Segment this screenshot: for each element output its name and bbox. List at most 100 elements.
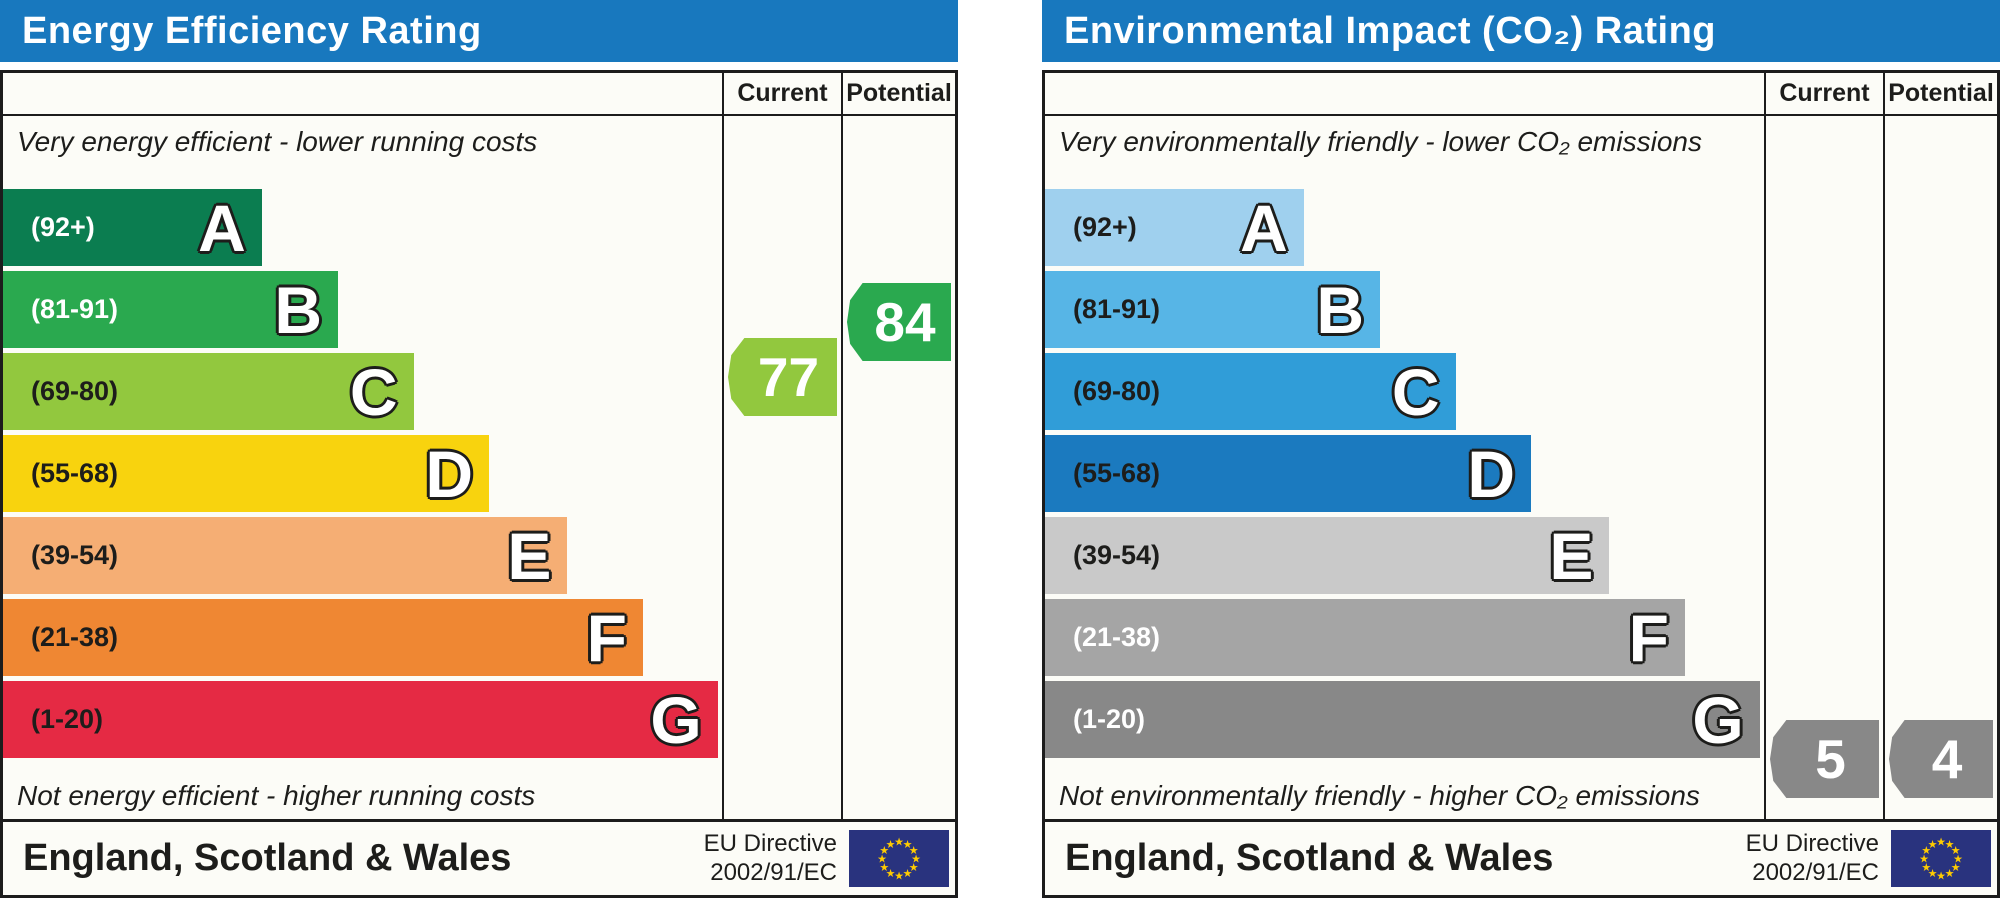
svg-text:★: ★	[879, 844, 889, 857]
header-spacer	[1045, 73, 1764, 116]
co2-band-chart: Very environmentally friendly - lower CO…	[1045, 116, 1764, 819]
band-row-a: (92+) A	[1045, 189, 1304, 266]
band-range-label: (92+)	[31, 212, 95, 242]
band-letter: D	[425, 436, 474, 511]
potential-rating-value: 4	[1931, 728, 1963, 790]
band-row-b: (81-91) B	[1045, 271, 1381, 348]
band-range-label: (92+)	[1073, 212, 1137, 242]
eu-directive-label: EU Directive 2002/91/EC	[1746, 830, 1879, 887]
band-row-c: (69-80) C	[1045, 353, 1456, 430]
band-range-label: (69-80)	[31, 376, 119, 406]
band-letter: G	[650, 682, 702, 757]
band-row-g: (1-20) G	[3, 681, 718, 758]
band-row-b: (81-91) B	[3, 271, 339, 348]
svg-text:★: ★	[879, 861, 889, 874]
current-rating-cell: 77	[722, 116, 841, 819]
potential-column-header: Potential	[841, 73, 955, 116]
panel-title: Environmental Impact (CO₂) Rating	[1064, 9, 1716, 52]
svg-text:★: ★	[1945, 867, 1955, 880]
bottom-caption: Not energy efficient - higher running co…	[17, 780, 536, 811]
svg-text:★: ★	[1919, 853, 1929, 866]
band-row-g: (1-20) G	[1045, 681, 1760, 758]
potential-column-header: Potential	[1883, 73, 1997, 116]
panel-title: Energy Efficiency Rating	[22, 9, 482, 52]
svg-text:★: ★	[1921, 861, 1931, 874]
band-letter: F	[1628, 600, 1669, 675]
band-row-a: (92+) A	[3, 189, 262, 266]
band-letter: E	[1549, 518, 1594, 593]
band-letter: A	[1240, 190, 1288, 265]
potential-rating-value: 84	[874, 291, 936, 353]
current-rating-value: 5	[1815, 728, 1846, 790]
band-letter: B	[274, 272, 323, 347]
potential-rating-cell: 4	[1883, 116, 1997, 819]
energy-efficiency-panel: Energy Efficiency Rating Current Potenti…	[0, 0, 958, 899]
potential-rating-cell: 84	[841, 116, 955, 819]
current-column-header: Current	[722, 73, 841, 116]
potential-rating-arrow: 4	[1889, 720, 1993, 798]
svg-text:★: ★	[894, 870, 904, 883]
band-row-f: (21-38) F	[1045, 599, 1685, 676]
panel-footer: England, Scotland & Wales EU Directive 2…	[1045, 819, 1997, 895]
eu-directive-line1: EU Directive	[1745, 830, 1879, 858]
region-label: England, Scotland & Wales	[23, 837, 512, 879]
band-row-d: (55-68) D	[3, 435, 490, 512]
bottom-caption: Not environmentally friendly - higher CO…	[1059, 780, 1700, 811]
svg-text:★: ★	[903, 838, 913, 851]
band-range-label: (69-80)	[1073, 376, 1161, 406]
eu-directive-line2: 2002/91/EC	[1752, 858, 1879, 886]
environmental-impact-panel: Environmental Impact (CO₂) Rating Curren…	[1042, 0, 2000, 899]
band-range-label: (55-68)	[31, 458, 119, 488]
header-spacer	[3, 73, 722, 116]
potential-rating-arrow: 84	[847, 283, 951, 361]
current-rating-arrow: 77	[728, 338, 837, 416]
current-rating-value: 77	[757, 346, 820, 408]
band-range-label: (81-91)	[31, 294, 119, 324]
eu-directive-label: EU Directive 2002/91/EC	[704, 830, 837, 887]
band-range-label: (81-91)	[1073, 294, 1161, 324]
eu-directive-line1: EU Directive	[703, 830, 837, 858]
environmental-impact-table: Current Potential Very environmentally f…	[1042, 70, 2000, 898]
svg-text:★: ★	[886, 867, 896, 880]
band-row-d: (55-68) D	[1045, 435, 1532, 512]
top-caption: Very energy efficient - lower running co…	[17, 126, 538, 157]
band-letter: D	[1467, 436, 1516, 511]
band-letter: B	[1316, 272, 1365, 347]
band-range-label: (21-38)	[1073, 622, 1161, 652]
region-label: England, Scotland & Wales	[1065, 837, 1554, 879]
panel-footer: England, Scotland & Wales EU Directive 2…	[3, 819, 955, 895]
top-caption: Very environmentally friendly - lower CO…	[1059, 126, 1702, 157]
eu-flag-icon: ★ ★ ★ ★ ★ ★ ★ ★ ★ ★ ★ ★	[1891, 830, 1991, 887]
band-range-label: (1-20)	[31, 704, 104, 734]
svg-text:★: ★	[909, 861, 919, 874]
environmental-impact-title-bar: Environmental Impact (CO₂) Rating	[1042, 0, 2000, 62]
band-row-c: (69-80) C	[3, 353, 414, 430]
svg-text:★: ★	[1945, 838, 1955, 851]
energy-efficiency-table: Current Potential Very energy efficient …	[0, 70, 958, 898]
band-range-label: (39-54)	[31, 540, 119, 570]
band-row-e: (39-54) E	[1045, 517, 1610, 594]
svg-text:★: ★	[1953, 853, 1963, 866]
svg-text:★: ★	[1936, 870, 1946, 883]
svg-text:★: ★	[886, 838, 896, 851]
energy-efficiency-title-bar: Energy Efficiency Rating	[0, 0, 958, 62]
svg-text:★: ★	[909, 844, 919, 857]
energy-bands: (92+) A (81-91) B (69-80) C (55-68) D	[3, 189, 722, 758]
band-range-label: (39-54)	[1073, 540, 1161, 570]
current-column-header: Current	[1764, 73, 1883, 116]
band-row-e: (39-54) E	[3, 517, 568, 594]
svg-text:★: ★	[911, 853, 921, 866]
band-letter: F	[586, 600, 627, 675]
svg-text:★: ★	[903, 867, 913, 880]
svg-text:★: ★	[1936, 836, 1946, 849]
energy-band-chart: Very energy efficient - lower running co…	[3, 116, 722, 819]
svg-text:★: ★	[1921, 844, 1931, 857]
band-letter: C	[1391, 354, 1440, 429]
band-letter: C	[349, 354, 398, 429]
band-letter: A	[198, 190, 246, 265]
band-range-label: (21-38)	[31, 622, 119, 652]
svg-text:★: ★	[1928, 867, 1938, 880]
eu-flag-icon: ★ ★ ★ ★ ★ ★ ★ ★ ★ ★ ★ ★	[849, 830, 949, 887]
svg-text:★: ★	[1951, 861, 1961, 874]
